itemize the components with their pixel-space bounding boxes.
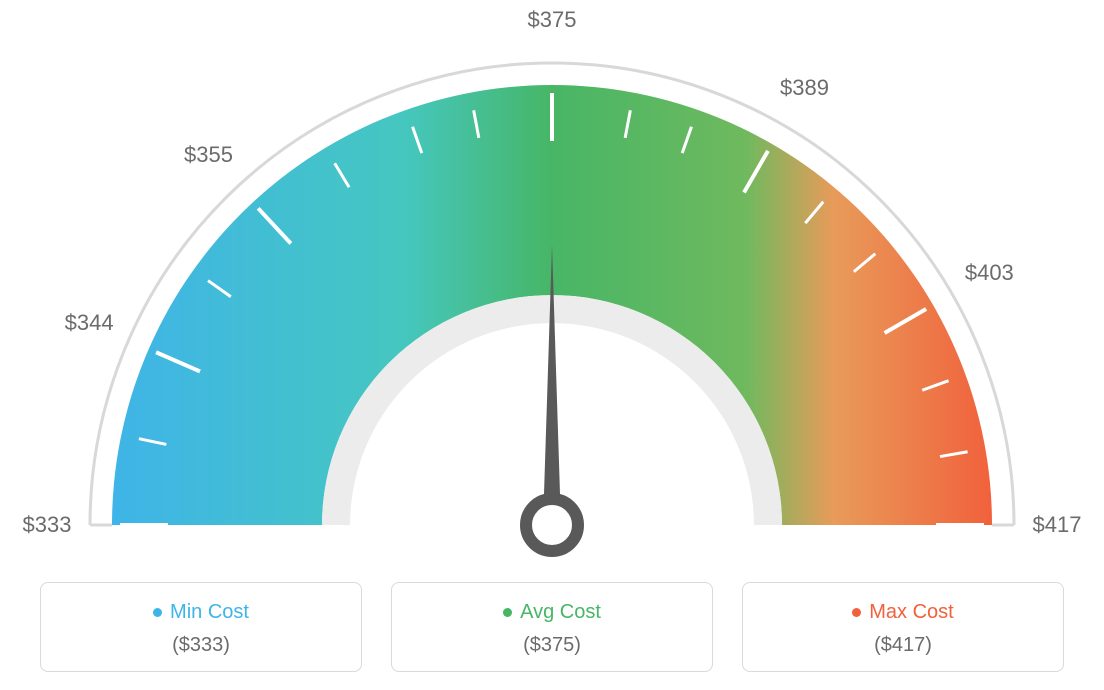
legend-value-min: ($333) bbox=[41, 634, 361, 657]
legend-title-min: Min Cost bbox=[153, 601, 249, 624]
dot-icon-min bbox=[153, 608, 162, 617]
tick-label: $333 bbox=[23, 512, 72, 538]
legend-title-text-avg: Avg Cost bbox=[520, 601, 601, 624]
dot-icon-avg bbox=[503, 608, 512, 617]
tick-label: $417 bbox=[1033, 512, 1082, 538]
tick-label: $344 bbox=[65, 310, 114, 336]
legend-title-text-max: Max Cost bbox=[869, 601, 953, 624]
gauge-area: $333 $344 $355 $375 $389 $403 $417 bbox=[0, 0, 1104, 560]
gauge-svg bbox=[0, 0, 1104, 560]
tick-label: $355 bbox=[184, 142, 233, 168]
legend-value-max: ($417) bbox=[743, 634, 1063, 657]
legend-card-min: Min Cost ($333) bbox=[40, 582, 362, 672]
tick-label: $389 bbox=[780, 75, 829, 101]
legend-title-max: Max Cost bbox=[852, 601, 953, 624]
tick-label: $403 bbox=[965, 260, 1014, 286]
legend-title-avg: Avg Cost bbox=[503, 601, 601, 624]
legend-title-text-min: Min Cost bbox=[170, 601, 249, 624]
legend-card-max: Max Cost ($417) bbox=[742, 582, 1064, 672]
chart-container: $333 $344 $355 $375 $389 $403 $417 Min Cost ($… bbox=[0, 0, 1104, 690]
tick-label: $375 bbox=[528, 7, 577, 33]
legend-card-avg: Avg Cost ($375) bbox=[391, 582, 713, 672]
dot-icon-max bbox=[852, 608, 861, 617]
legend-value-avg: ($375) bbox=[392, 634, 712, 657]
legend-row: Min Cost ($333) Avg Cost ($375) Max Cost… bbox=[0, 582, 1104, 672]
